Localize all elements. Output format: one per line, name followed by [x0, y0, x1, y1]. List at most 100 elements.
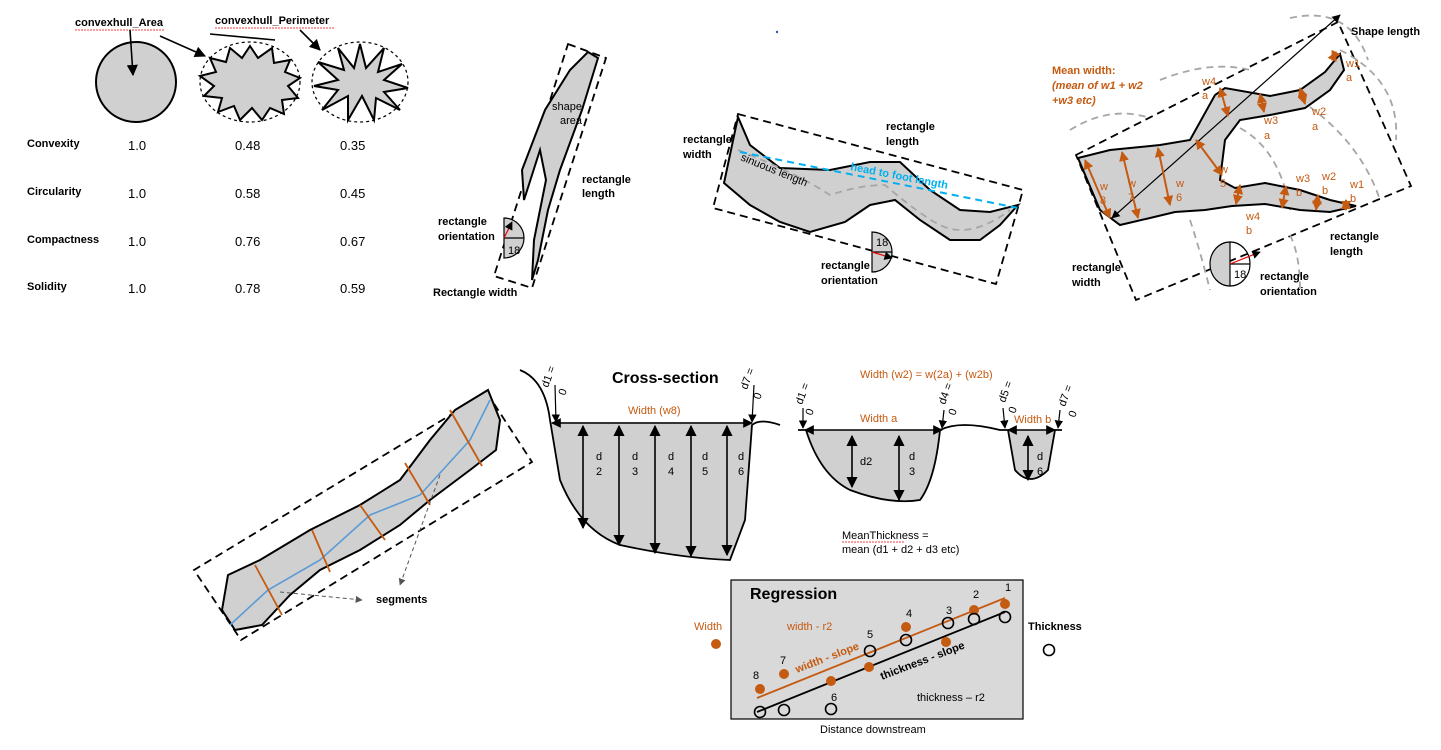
depth-d2: d — [596, 451, 602, 463]
rectangle-width-label-2: width — [682, 149, 712, 161]
width-w4a: w4 — [1201, 76, 1216, 88]
depth-d3-n: 3 — [632, 466, 638, 478]
metric-value: 0.59 — [340, 281, 365, 296]
depth-d6-n: 6 — [738, 466, 744, 478]
d7-zero: 0 — [752, 391, 765, 401]
metric-value: 0.58 — [235, 186, 260, 201]
x-axis-label: Distance downstream — [820, 724, 926, 736]
width-w7: w — [1127, 178, 1136, 190]
dial-value: 18 — [876, 237, 888, 249]
width-a-label: Width a — [860, 413, 898, 425]
d4-zero: 0 — [947, 407, 960, 417]
wavy-star-shape — [197, 44, 303, 122]
convexhull-perimeter-label: convexhull_Perimeter — [215, 15, 330, 27]
depth-d2-n: 2 — [596, 466, 602, 478]
metric-name: Convexity — [27, 138, 80, 150]
depth-d6b: d — [1037, 451, 1043, 463]
regression-panel: Regression 1 2 3 4 5 6 — [694, 579, 1082, 736]
depth-d4: d — [668, 451, 674, 463]
cross-section-w8 — [550, 422, 752, 560]
rectangle-orientation-label: rectangle — [438, 216, 487, 228]
width-w2b-sub: b — [1322, 185, 1328, 197]
rectangle-length-label: rectangle — [582, 174, 631, 186]
width-legend-label: Width — [694, 621, 722, 633]
width-point-2 — [969, 605, 979, 615]
d7-zero-2: 0 — [1067, 409, 1080, 419]
mean-width-title: Mean width: — [1052, 65, 1116, 77]
rectangle-orientation-label-2: orientation — [821, 275, 878, 287]
width-w1a: w1 — [1345, 58, 1360, 70]
width-point-6 — [826, 676, 836, 686]
width-w3b-sub: b — [1296, 187, 1302, 199]
metric-value: 0.48 — [235, 138, 260, 153]
depth-d3b-n: 3 — [909, 466, 915, 478]
thickness-point-4 — [899, 633, 913, 647]
dial-value: 18 — [1234, 269, 1246, 281]
width-w2a-sub: a — [1312, 121, 1319, 133]
metric-value: 0.76 — [235, 234, 260, 249]
metric-value: 1.0 — [128, 186, 146, 201]
width-w3a: w3 — [1263, 115, 1278, 127]
point-label: 8 — [753, 670, 759, 682]
regression-title: Regression — [750, 586, 837, 603]
mean-thickness-formula: mean (d1 + d2 + d3 etc) — [842, 544, 959, 556]
segments-label: segments — [376, 594, 427, 606]
rectangle-orientation-label: rectangle — [1260, 271, 1309, 283]
shape-length-label: Shape length — [1351, 26, 1420, 38]
metric-value: 0.67 — [340, 234, 365, 249]
width-w7-sub: 7 — [1128, 192, 1134, 204]
metric-value: 0.45 — [340, 186, 365, 201]
metric-value: 1.0 — [128, 138, 146, 153]
width-w1b: w1 — [1349, 179, 1364, 191]
rectangle-length-label-2: length — [582, 188, 615, 200]
point-label: 5 — [867, 629, 873, 641]
width-w2-label: Width (w2) = w(2a) + (w2b) — [860, 369, 993, 381]
point-label: 7 — [780, 655, 786, 667]
width-w5: w — [1219, 164, 1228, 176]
shape-area-label: shape — [552, 101, 582, 113]
depth-d6: d — [738, 451, 744, 463]
rectangle-width-label: Rectangle width — [433, 287, 518, 299]
thickness-point-3 — [941, 616, 955, 630]
thickness-point-5 — [863, 644, 877, 658]
d4-label: d4 = — [937, 382, 956, 407]
metric-name: Solidity — [27, 281, 68, 293]
cross-section-panel: Cross-section Width (w8) d1 = 0 d7 = 0 d… — [519, 365, 1080, 561]
width-w6-sub: 6 — [1176, 192, 1182, 204]
thickness-point-6 — [824, 702, 838, 716]
depth-d5-n: 5 — [702, 466, 708, 478]
width-w1a-sub: a — [1346, 72, 1353, 84]
narrow-shape — [520, 50, 600, 281]
width-r2-label: width - r2 — [786, 621, 832, 633]
circle-shape — [95, 41, 177, 123]
width-w8-sub: 8 — [1100, 195, 1106, 207]
segments-shape — [220, 388, 502, 632]
width-w1b-sub: b — [1350, 193, 1356, 205]
rectangle-width-label: rectangle — [683, 134, 732, 146]
metric-value: 0.35 — [340, 138, 365, 153]
convexhull-area-label: convexhull_Area — [75, 17, 164, 29]
depth-d4-n: 4 — [668, 466, 674, 478]
rectangle-orientation-label-2: orientation — [438, 231, 495, 243]
depth-d3: d — [632, 451, 638, 463]
width-point-5 — [864, 662, 874, 672]
width-point-8 — [755, 684, 765, 694]
metric-name: Circularity — [27, 186, 82, 198]
d5-label: d5 = — [997, 380, 1016, 405]
width-w4b: w4 — [1245, 211, 1260, 223]
depth-d5: d — [702, 451, 708, 463]
mean-width-line2: +w3 etc) — [1052, 95, 1096, 107]
thickness-r2-label: thickness – r2 — [917, 692, 985, 704]
d1-zero-2: 0 — [804, 407, 817, 417]
width-w8: w — [1099, 181, 1108, 193]
metric-value: 1.0 — [128, 234, 146, 249]
thickness-point-7 — [777, 703, 791, 717]
width-b-label: Width b — [1014, 414, 1051, 426]
convex-hull-panel: convexhull_Area convexhull_Perimeter Con… — [27, 15, 409, 296]
thickness-trend-line — [756, 611, 1006, 713]
width-w8-label: Width (w8) — [628, 405, 681, 417]
d5-zero: 0 — [1007, 405, 1020, 415]
width-w4a-sub: a — [1202, 90, 1209, 102]
thickness-legend-marker — [1042, 643, 1056, 657]
